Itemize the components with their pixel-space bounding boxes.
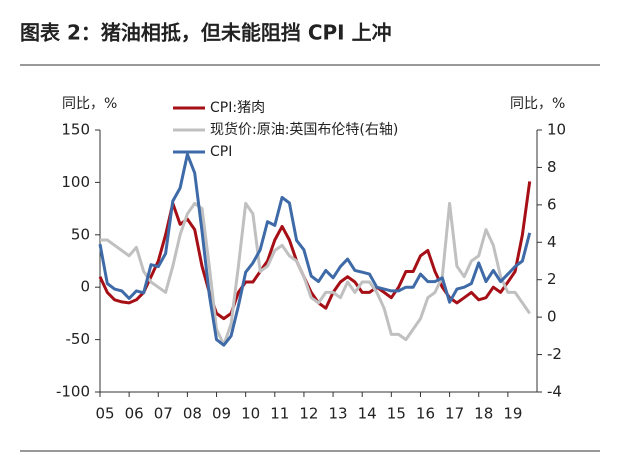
x-tick-label: 17 bbox=[445, 405, 464, 423]
y2-tick-label: 8 bbox=[547, 158, 557, 176]
x-tick-label: 06 bbox=[125, 405, 144, 423]
y2-axis-label: 同比，% bbox=[510, 96, 565, 112]
chart-title: 图表 2：猪油相抵，但未能阻挡 CPI 上冲 bbox=[20, 21, 392, 45]
legend-label: CPI:猪肉 bbox=[210, 100, 265, 116]
y2-tick-label: -2 bbox=[547, 345, 562, 363]
x-tick-label: 16 bbox=[416, 405, 435, 423]
y2-tick-label: 6 bbox=[547, 195, 557, 213]
x-tick-label: 19 bbox=[503, 405, 522, 423]
x-tick-label: 07 bbox=[154, 405, 173, 423]
legend-label: CPI bbox=[210, 144, 232, 160]
x-tick-label: 14 bbox=[358, 405, 377, 423]
y-tick-label: 0 bbox=[80, 278, 90, 296]
x-tick-label: 11 bbox=[270, 405, 289, 423]
series-line bbox=[98, 181, 532, 321]
series-line bbox=[98, 152, 532, 347]
y-axis-label: 同比，% bbox=[62, 96, 117, 112]
y-tick-label: 150 bbox=[61, 121, 90, 139]
y2-tick-label: -4 bbox=[547, 383, 562, 401]
series-line bbox=[100, 201, 531, 347]
x-tick-label: 15 bbox=[387, 405, 406, 423]
x-tick-label: 10 bbox=[241, 405, 260, 423]
y2-tick-label: 10 bbox=[547, 121, 566, 139]
x-tick-label: 08 bbox=[183, 405, 202, 423]
x-tick-label: 18 bbox=[474, 405, 493, 423]
y-tick-label: -50 bbox=[66, 330, 91, 348]
y-tick-label: -100 bbox=[56, 383, 90, 401]
x-tick-label: 09 bbox=[212, 405, 231, 423]
legend-label: 现货价:原油:英国布伦特(右轴) bbox=[210, 121, 398, 138]
y2-tick-label: 0 bbox=[547, 308, 557, 326]
x-tick-label: 13 bbox=[329, 405, 348, 423]
y2-tick-label: 2 bbox=[547, 270, 557, 288]
y-tick-label: 50 bbox=[71, 225, 90, 243]
x-tick-label: 12 bbox=[299, 405, 318, 423]
y2-tick-label: 4 bbox=[547, 233, 557, 251]
y-tick-label: 100 bbox=[61, 173, 90, 191]
x-tick-label: 05 bbox=[95, 405, 114, 423]
